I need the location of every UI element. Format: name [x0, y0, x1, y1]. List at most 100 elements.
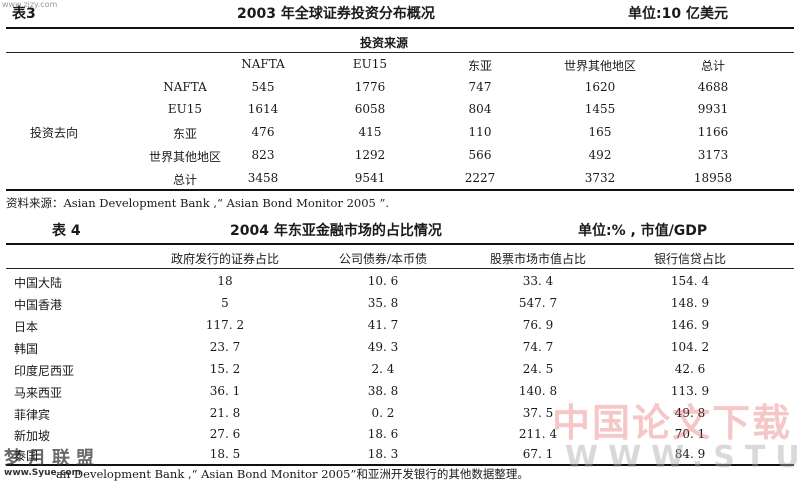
table-cell: 33. 4 — [522, 274, 554, 288]
row-label: 日本 — [14, 320, 39, 334]
table-cell: 3732 — [584, 171, 616, 185]
row-label: 马来西亚 — [14, 386, 63, 400]
table3-bottom-rule — [6, 189, 794, 191]
table-cell: 492 — [588, 148, 612, 162]
table-cell: 36. 1 — [209, 384, 241, 398]
table3-top-rule — [6, 27, 794, 29]
row-label: 菲律宾 — [14, 408, 51, 422]
table-cell: 545 — [251, 80, 275, 94]
table-cell: 42. 6 — [674, 362, 706, 376]
row-label: EU15 — [167, 102, 203, 116]
table-cell: 6058 — [354, 102, 386, 116]
row-label: 泰国 — [14, 449, 39, 463]
table-cell: 49. 8 — [674, 406, 706, 420]
table-cell: 5 — [221, 296, 229, 310]
table3-title: 2003 年全球证券投资分布概况 — [237, 6, 435, 22]
table4-top-rule — [6, 243, 794, 245]
table4-source: an Development Bank ,“ Asian Bond Monito… — [56, 467, 529, 481]
table-cell: 15. 2 — [209, 362, 241, 376]
table3-col-header: EU15 — [352, 57, 388, 71]
table-cell: 37. 5 — [522, 406, 554, 420]
table-cell: 2227 — [464, 171, 496, 185]
table4-unit: 单位:% , 市值/GDP — [578, 223, 708, 239]
table-cell: 35. 8 — [367, 296, 399, 310]
table-cell: 154. 4 — [670, 274, 710, 288]
watermark-logo-url: WWW.STUDA. — [565, 440, 800, 475]
table-cell: 18. 6 — [367, 427, 399, 441]
table3-col-header: NAFTA — [241, 57, 285, 71]
table3-group-rule — [6, 52, 794, 53]
table4-bottom-rule — [6, 464, 794, 466]
table-cell: 211. 4 — [518, 427, 558, 441]
table4-header-rule — [6, 268, 794, 269]
table-cell: 1620 — [584, 80, 616, 94]
table-cell: 117. 2 — [205, 318, 245, 332]
watermark-top-url: www.zjzy.com — [2, 0, 58, 9]
table-cell: 148. 9 — [670, 296, 710, 310]
table-cell: 24. 5 — [522, 362, 554, 376]
table4-label: 表 4 — [52, 223, 81, 239]
table4-col-header: 银行信贷占比 — [653, 252, 726, 266]
table-cell: 165 — [588, 125, 612, 139]
table-cell: 547. 7 — [518, 296, 558, 310]
table-cell: 18. 5 — [209, 447, 241, 461]
table-cell: 18. 3 — [367, 447, 399, 461]
row-label: 新加坡 — [14, 429, 51, 443]
table-cell: 1166 — [697, 125, 729, 139]
row-label: 东亚 — [172, 127, 197, 141]
table3-row-group-label: 投资去向 — [30, 126, 79, 140]
table-cell: 49. 3 — [367, 340, 399, 354]
watermark-bottom-left-cn: 梦月联盟 — [4, 448, 100, 469]
table-cell: 3173 — [697, 148, 729, 162]
table-cell: 3458 — [247, 171, 279, 185]
table3-group-header: 投资来源 — [360, 36, 409, 50]
table3-unit: 单位:10 亿美元 — [628, 6, 728, 22]
table4-col-header: 公司债券/本币债 — [338, 252, 428, 266]
table-cell: 23. 7 — [209, 340, 241, 354]
table-cell: 1292 — [354, 148, 386, 162]
row-label: NAFTA — [163, 80, 207, 94]
row-label: 韩国 — [14, 342, 39, 356]
table-cell: 140. 8 — [518, 384, 558, 398]
table-cell: 18 — [217, 274, 233, 288]
table-cell: 74. 7 — [522, 340, 554, 354]
table3-col-header: 东亚 — [467, 59, 492, 73]
table-cell: 747 — [468, 80, 492, 94]
table-cell: 104. 2 — [670, 340, 710, 354]
table-cell: 113. 9 — [670, 384, 710, 398]
table-cell: 10. 6 — [367, 274, 399, 288]
table4-col-header: 股票市场市值占比 — [489, 252, 586, 266]
table-cell: 566 — [468, 148, 492, 162]
table-cell: 76. 9 — [522, 318, 554, 332]
table-cell: 9931 — [697, 102, 729, 116]
table3-source: 资料来源：Asian Development Bank ,“ Asian Bon… — [6, 196, 390, 210]
table-cell: 84. 9 — [674, 447, 706, 461]
row-label: 印度尼西亚 — [14, 364, 75, 378]
watermark-logo-text: 中国论文下载 — [552, 401, 793, 445]
table-cell: 27. 6 — [209, 427, 241, 441]
table-cell: 18958 — [693, 171, 733, 185]
table-cell: 1776 — [354, 80, 386, 94]
row-label: 中国大陆 — [14, 276, 63, 290]
table-cell: 110 — [468, 125, 492, 139]
watermark-bottom-left-url: www.Syue.com — [4, 468, 81, 478]
table-cell: 70. 1 — [674, 427, 706, 441]
table-cell: 67. 1 — [522, 447, 554, 461]
table-cell: 1614 — [247, 102, 279, 116]
table-cell: 38. 8 — [367, 384, 399, 398]
table-cell: 4688 — [697, 80, 729, 94]
table-cell: 9541 — [354, 171, 386, 185]
table-cell: 804 — [468, 102, 492, 116]
table-cell: 476 — [251, 125, 275, 139]
table3-col-header: 总计 — [700, 59, 725, 73]
table4-col-header: 政府发行的证券占比 — [170, 252, 279, 266]
table-cell: 1455 — [584, 102, 616, 116]
table3-col-header: 世界其他地区 — [563, 59, 636, 73]
table-cell: 21. 8 — [209, 406, 241, 420]
table-cell: 2. 4 — [371, 362, 395, 376]
table-cell: 0. 2 — [371, 406, 395, 420]
table-cell: 823 — [251, 148, 275, 162]
table-cell: 146. 9 — [670, 318, 710, 332]
row-label: 总计 — [172, 173, 197, 187]
table-cell: 41. 7 — [367, 318, 399, 332]
